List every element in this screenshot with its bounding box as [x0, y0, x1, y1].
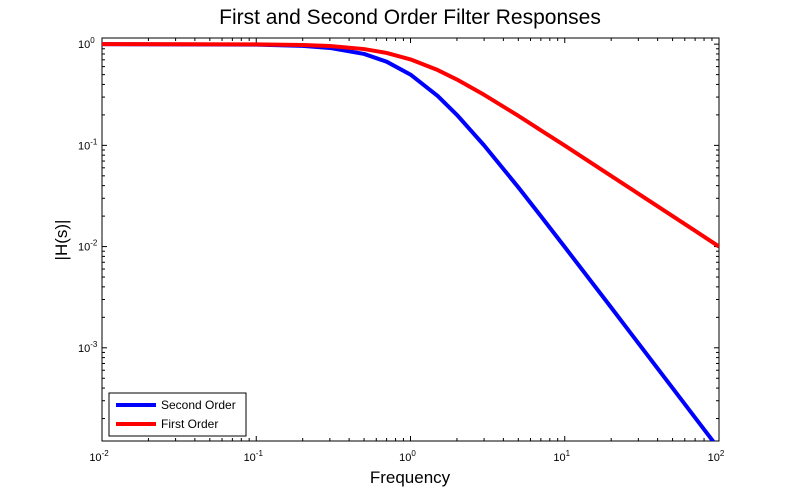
x-tick-label: 100 — [399, 449, 416, 464]
x-tick-label: 10-1 — [244, 449, 264, 464]
y-tick-label: 10-1 — [78, 137, 98, 152]
legend: Second Order First Order — [108, 392, 247, 437]
x-tick-label: 102 — [708, 449, 725, 464]
legend-label-second-order: Second Order — [161, 398, 236, 412]
y-axis-label: |H(s)| — [52, 220, 71, 261]
x-tick-label: 10-2 — [89, 449, 109, 464]
ticks-group — [101, 38, 720, 441]
legend-label-first-order: First Order — [161, 417, 218, 431]
y-tick-label: 100 — [78, 36, 95, 51]
y-tick-labels: 10-3 10-2 10-1 100 — [78, 36, 98, 355]
plot-frame — [101, 37, 720, 442]
plot-area — [101, 37, 720, 442]
series-first-order-line — [102, 42, 719, 249]
chart-title: First and Second Order Filter Responses — [219, 6, 601, 29]
series-lines — [102, 42, 719, 441]
x-tick-label: 101 — [553, 449, 570, 464]
y-tick-label: 10-3 — [78, 340, 98, 355]
legend-box — [108, 392, 247, 437]
x-tick-labels: 10-2 10-1 100 101 102 — [89, 449, 725, 464]
y-tick-label: 10-2 — [78, 239, 98, 254]
x-axis-label: Frequency — [370, 468, 451, 487]
